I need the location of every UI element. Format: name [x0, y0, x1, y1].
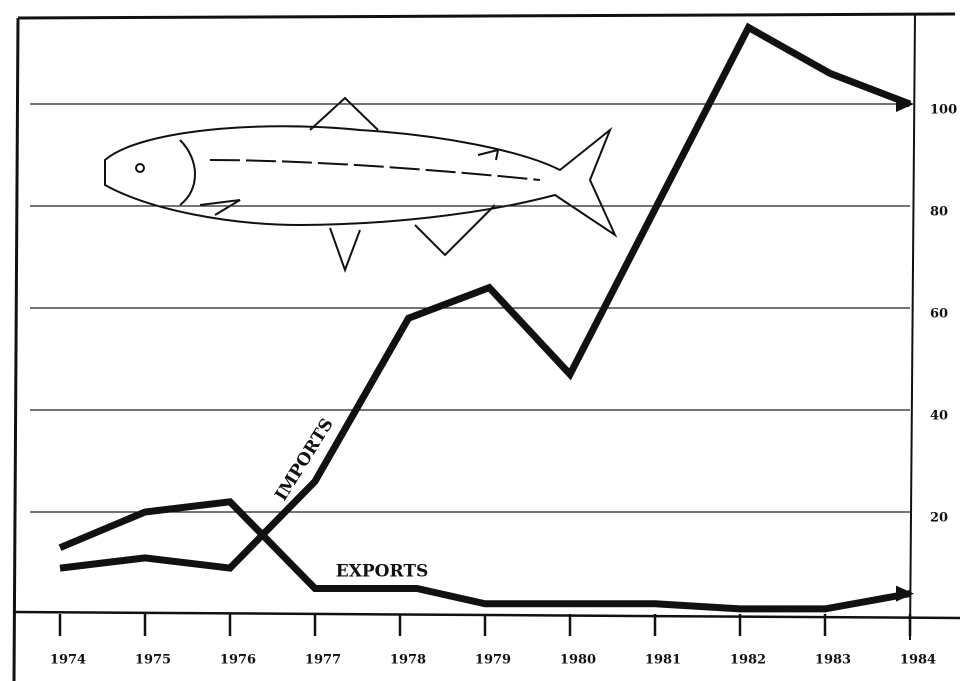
chart: 20 40 60 80 100 1974 1975 1976 1977 1978 1979 1980 1… — [0, 0, 971, 681]
background — [0, 0, 971, 681]
x-tick-label: 1977 — [305, 653, 341, 668]
y-tick-label: 100 — [930, 103, 957, 118]
page: {"chart_data": {"type": "line", "annotat… — [0, 0, 971, 681]
x-tick-label: 1978 — [390, 653, 426, 668]
x-tick-label: 1982 — [730, 653, 766, 668]
x-tick-label: 1974 — [50, 653, 86, 668]
y-tick-label: 20 — [930, 511, 948, 526]
y-tick-label: 80 — [930, 205, 948, 220]
x-tick-label: 1983 — [815, 653, 851, 668]
x-tick-label: 1975 — [135, 653, 171, 668]
x-tick-label: 1980 — [560, 653, 596, 668]
x-tick-label: 1981 — [645, 653, 681, 668]
x-tick-label: 1984 — [900, 653, 936, 668]
exports-label: EXPORTS — [336, 562, 429, 582]
x-tick-label: 1976 — [220, 653, 256, 668]
x-tick-label: 1979 — [475, 653, 511, 668]
y-tick-label: 40 — [930, 409, 948, 424]
y-tick-label: 60 — [930, 307, 948, 322]
